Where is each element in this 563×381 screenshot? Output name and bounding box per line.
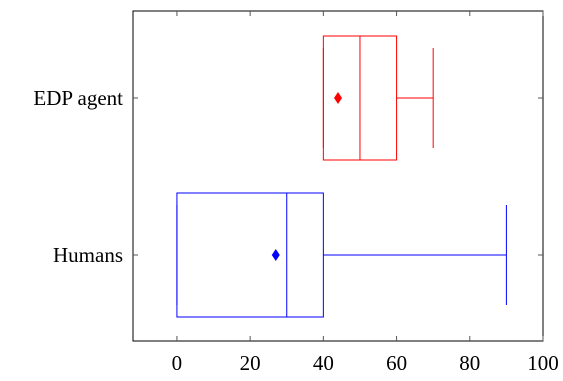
axis-ticks: [133, 11, 544, 341]
box-edp-agent: [322, 35, 434, 161]
x-tick-label: 0: [172, 351, 183, 375]
axis-labels: 0 20 40 60 80 100 EDP agent Humans: [33, 86, 558, 375]
category-label: EDP agent: [33, 86, 123, 110]
plot-frame: [132, 10, 544, 342]
box-humans: [176, 192, 507, 318]
x-tick-label: 40: [313, 351, 334, 375]
x-tick-label: 20: [240, 351, 261, 375]
category-label: Humans: [53, 243, 123, 267]
x-tick-label: 100: [527, 351, 559, 375]
x-tick-label: 80: [459, 351, 480, 375]
boxes: [176, 35, 507, 318]
mean-marker: [334, 92, 342, 104]
box-iqr: [176, 192, 324, 318]
mean-marker: [271, 249, 280, 261]
x-tick-label: 60: [386, 351, 407, 375]
plot-border: [132, 10, 544, 342]
